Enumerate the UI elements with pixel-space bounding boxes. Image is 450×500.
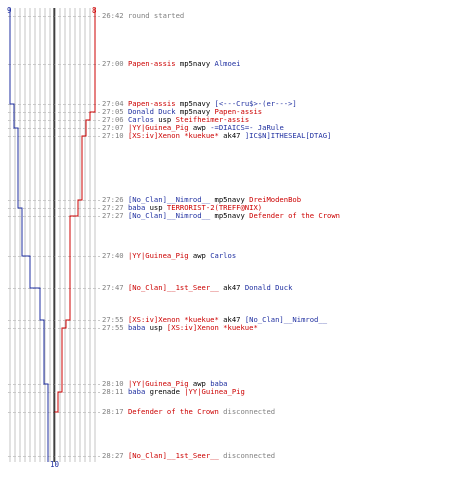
red-team-start-count: 8 (92, 6, 97, 15)
event-player: Donald Duck (244, 283, 293, 292)
event-weapon: mp5navy (210, 211, 250, 220)
event-player: |YY|Guinea_Pig (127, 379, 189, 388)
event-player: |YY|Guinea_Pig (127, 123, 189, 132)
event-player: baba (210, 379, 228, 388)
event-weapon: awp (188, 379, 211, 388)
event-player: baba (127, 203, 146, 212)
event-time: 26:42 (102, 11, 128, 20)
event-time: 28:10 (102, 379, 128, 388)
event-weapon: usp (145, 203, 167, 212)
event-time: 27:27 (102, 211, 128, 220)
event-row: 28:17 Defender of the Crown disconnected (102, 408, 275, 416)
event-player: Papen-assis (127, 99, 176, 108)
red-team-line (53, 8, 96, 462)
event-player: Carlos (210, 251, 237, 260)
event-weapon: ak47 (218, 315, 245, 324)
event-weapon: awp (188, 123, 211, 132)
blue-team-start-count: 9 (7, 6, 12, 15)
event-weapon: grenade (145, 387, 185, 396)
event-weapon: awp (188, 251, 211, 260)
event-player: DreiModenBob (249, 195, 302, 204)
event-time: 27:00 (102, 59, 128, 68)
event-weapon: usp (153, 115, 176, 124)
blue-team-line (9, 8, 49, 462)
event-time: 27:55 (102, 323, 128, 332)
event-player: [XS:iv]Xenon *kuekue* (127, 315, 219, 324)
event-weapon: ak47 (218, 131, 245, 140)
event-row: 27:26 [No_Clan]__Nimrod__ mp5navy DreiMo… (102, 196, 301, 204)
event-player: baba (127, 323, 146, 332)
event-message: disconnected (218, 451, 276, 460)
event-row: 27:55 [XS:iv]Xenon *kuekue* ak47 [No_Cla… (102, 316, 327, 324)
event-row: 27:04 Papen-assis mp5navy [<---Cru$>-(er… (102, 100, 297, 108)
event-row: 27:27 [No_Clan]__Nimrod__ mp5navy Defend… (102, 212, 340, 220)
event-player: |YY|Guinea_Pig (184, 387, 245, 396)
event-weapon: mp5navy (175, 59, 215, 68)
event-player: Defender of the Crown (249, 211, 341, 220)
event-row: 27:07 |YY|Guinea_Pig awp -=DIAICS=- JaRu… (102, 124, 284, 132)
event-time: 27:06 (102, 115, 128, 124)
event-time: 27:47 (102, 283, 128, 292)
event-row: 27:06 Carlos usp Steifheimer-assis (102, 116, 249, 124)
event-row: 26:42 round started (102, 12, 184, 20)
event-player: -=DIAICS=- JaRule (210, 123, 284, 132)
player-count-graph (8, 8, 100, 462)
event-time: 27:10 (102, 131, 128, 140)
event-time: 27:07 (102, 123, 128, 132)
event-row: 27:47 [No_Clan]__1st_Seer__ ak47 Donald … (102, 284, 292, 292)
event-player: [No_Clan]__1st_Seer__ (127, 283, 219, 292)
event-row: 27:05 Donald Duck mp5navy Papen-assis (102, 108, 262, 116)
event-weapon: usp (145, 323, 167, 332)
event-row: 28:27 [No_Clan]__1st_Seer__ disconnected (102, 452, 275, 460)
event-row: 27:27 baba usp TERRORIST-2(TREFF@NIX) (102, 204, 262, 212)
event-player: [No_Clan]__Nimrod__ (127, 195, 211, 204)
event-player: [XS:iv]Xenon *kuekue* (166, 323, 258, 332)
event-player: Almoei (214, 59, 241, 68)
event-time: 27:26 (102, 195, 128, 204)
event-player: [No_Clan]__Nimrod__ (127, 211, 211, 220)
event-player: TERRORIST-2(TREFF@NIX) (166, 203, 263, 212)
event-time: 28:11 (102, 387, 128, 396)
event-player: [No_Clan]__1st_Seer__ (127, 451, 219, 460)
event-row: 27:55 baba usp [XS:iv]Xenon *kuekue* (102, 324, 258, 332)
event-player: Defender of the Crown (127, 407, 219, 416)
event-time: 28:27 (102, 451, 128, 460)
event-player: baba (127, 387, 146, 396)
event-row: 27:00 Papen-assis mp5navy Almoei (102, 60, 241, 68)
event-time: 27:05 (102, 107, 128, 116)
event-player: [<---Cru$>-(er--->] (214, 99, 297, 108)
event-message: disconnected (218, 407, 276, 416)
event-weapon: mp5navy (210, 195, 250, 204)
event-player: [No_Clan]__Nimrod__ (244, 315, 328, 324)
event-player: Papen-assis (127, 59, 176, 68)
event-player: ]IC$N]ITHESEAL[DTAG] (244, 131, 332, 140)
event-weapon: mp5navy (175, 99, 215, 108)
event-time: 27:27 (102, 203, 128, 212)
event-player: [XS:iv]Xenon *kuekue* (127, 131, 219, 140)
event-player: Papen-assis (214, 107, 263, 116)
event-message: round started (127, 11, 185, 20)
event-row: 28:11 baba grenade |YY|Guinea_Pig (102, 388, 245, 396)
event-time: 27:40 (102, 251, 128, 260)
event-player: Donald Duck (127, 107, 176, 116)
event-weapon: mp5navy (175, 107, 215, 116)
event-row: 27:40 |YY|Guinea_Pig awp Carlos (102, 252, 236, 260)
event-row: 27:10 [XS:iv]Xenon *kuekue* ak47 ]IC$N]I… (102, 132, 331, 140)
event-time: 28:17 (102, 407, 128, 416)
end-count: 10 (50, 460, 60, 469)
event-player: Carlos (127, 115, 154, 124)
event-time: 27:04 (102, 99, 128, 108)
event-weapon: ak47 (218, 283, 245, 292)
event-player: |YY|Guinea_Pig (127, 251, 189, 260)
event-player: Steifheimer-assis (175, 115, 250, 124)
event-time: 27:55 (102, 315, 128, 324)
event-row: 28:10 |YY|Guinea_Pig awp baba (102, 380, 228, 388)
